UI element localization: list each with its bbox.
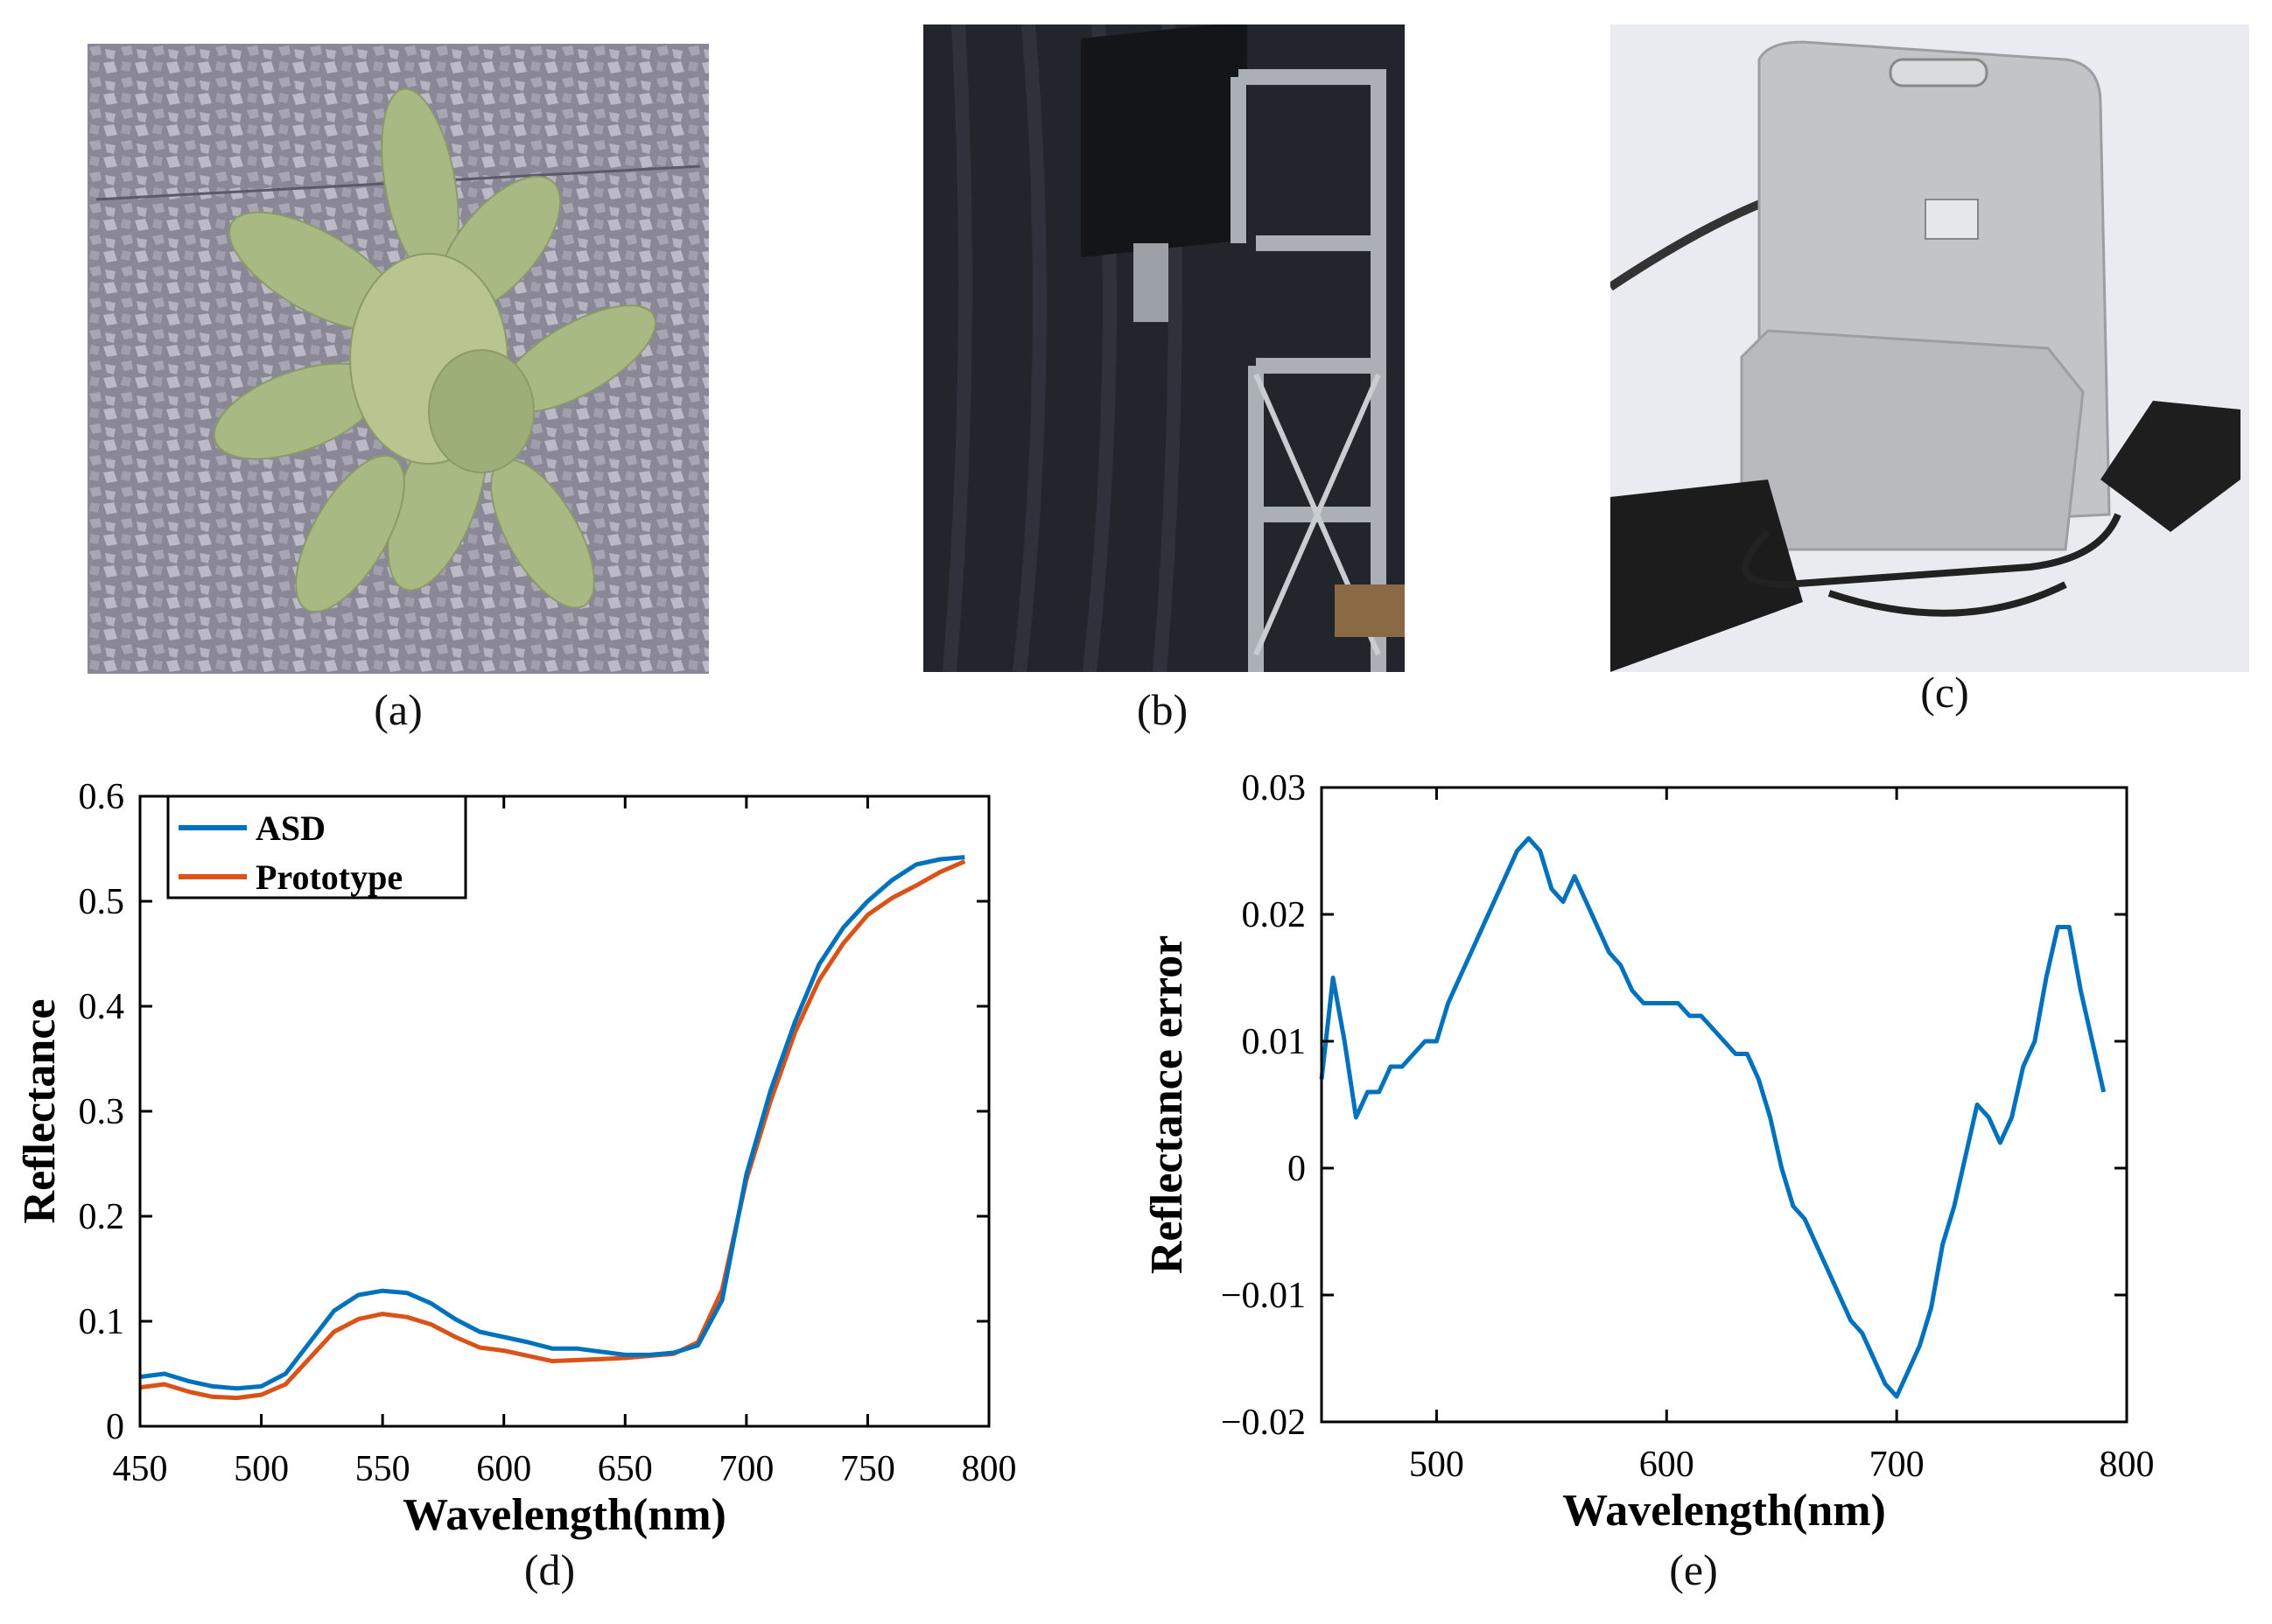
- y-tick-label: 0.3: [79, 1092, 125, 1132]
- y-tick-label: −0.02: [1221, 1403, 1306, 1443]
- x-tick-label: 750: [840, 1449, 895, 1489]
- x-tick-label: 600: [476, 1449, 531, 1489]
- x-tick-label: 500: [1409, 1445, 1464, 1485]
- x-tick-label: 550: [355, 1449, 410, 1489]
- plant-photo: [88, 44, 709, 674]
- x-tick-label: 500: [234, 1449, 289, 1489]
- y-tick-label: −0.01: [1221, 1276, 1306, 1316]
- legend-label-asd: ASD: [256, 808, 326, 848]
- x-tick-label: 600: [1639, 1445, 1694, 1485]
- x-tick-label: 700: [1869, 1445, 1925, 1485]
- y-tick-label: 0: [1287, 1149, 1306, 1189]
- y-tick-label: 0.2: [79, 1197, 125, 1237]
- y-axis-label: Reflectance error: [1142, 935, 1192, 1274]
- panel-label-a: (a): [374, 685, 423, 734]
- y-tick-label: 0: [106, 1407, 124, 1447]
- legend-label-prototype: Prototype: [256, 858, 403, 897]
- reflectance-error-chart: 500 600 700 800 −0.02 −0.01 0 0.01 0.02 0.03 Wavel…: [1142, 768, 2155, 1536]
- panel-label-e: (e): [1669, 1545, 1718, 1594]
- y-tick-label: 0.02: [1242, 895, 1307, 935]
- y-tick-label: 0.03: [1242, 768, 1307, 808]
- legend-box: [166, 794, 467, 900]
- x-tick-label: 800: [962, 1449, 1017, 1489]
- x-tick-label: 450: [113, 1449, 168, 1489]
- panel-label-d: (d): [523, 1545, 576, 1594]
- y-axis-label: Reflectance: [15, 999, 65, 1224]
- series-line-asd: [139, 855, 965, 1391]
- y-tick-label: 0.1: [79, 1302, 125, 1342]
- series-line-prototype: [139, 859, 966, 1401]
- x-tick-label: 800: [2100, 1445, 2155, 1485]
- y-tick-label: 0.01: [1242, 1022, 1307, 1062]
- x-tick-label: 700: [719, 1449, 774, 1489]
- plant-photo-illustration: [88, 44, 709, 674]
- asd-spectrometer-photo: [1610, 24, 2249, 672]
- asd-spectrometer-illustration: [1610, 24, 2249, 672]
- x-axis-label: Wavelength(nm): [403, 1490, 726, 1540]
- prototype-device-illustration: [923, 24, 1405, 672]
- y-tick-label: 0.6: [79, 777, 125, 817]
- y-tick-label: 0.5: [79, 882, 125, 922]
- axes-box: [1320, 786, 2128, 1424]
- panel-label-b: (b): [1136, 685, 1189, 734]
- panel-label-c: (c): [1920, 668, 1969, 717]
- legend: ASD Prototype: [166, 794, 467, 900]
- y-tick-label: 0.4: [79, 987, 125, 1027]
- series-line-error: [1319, 836, 2107, 1399]
- x-axis-label: Wavelength(nm): [1562, 1486, 1886, 1536]
- x-tick-label: 650: [598, 1449, 653, 1489]
- reflectance-spectra-chart: 450 500 550 600 650 700 750 800 0 0.1 0.2 0.3 0.4 0.5…: [15, 777, 1017, 1540]
- prototype-device-photo: [923, 24, 1405, 672]
